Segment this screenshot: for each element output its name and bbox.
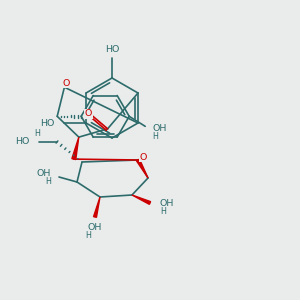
Text: H: H	[34, 130, 40, 139]
Text: OH: OH	[37, 169, 51, 178]
Text: HO: HO	[40, 118, 54, 127]
Text: H: H	[45, 178, 51, 187]
Text: O: O	[63, 79, 70, 88]
Text: O: O	[85, 110, 92, 118]
Polygon shape	[94, 197, 100, 218]
Text: HO: HO	[15, 137, 29, 146]
Text: OH: OH	[160, 199, 174, 208]
Polygon shape	[72, 137, 79, 160]
Text: OH: OH	[88, 223, 102, 232]
Text: O: O	[139, 152, 147, 161]
Text: H: H	[160, 206, 166, 215]
Text: H: H	[152, 132, 158, 141]
Polygon shape	[132, 195, 151, 204]
Text: HO: HO	[105, 46, 119, 55]
Text: OH: OH	[152, 124, 166, 133]
Polygon shape	[136, 159, 148, 178]
Text: H: H	[85, 230, 91, 239]
